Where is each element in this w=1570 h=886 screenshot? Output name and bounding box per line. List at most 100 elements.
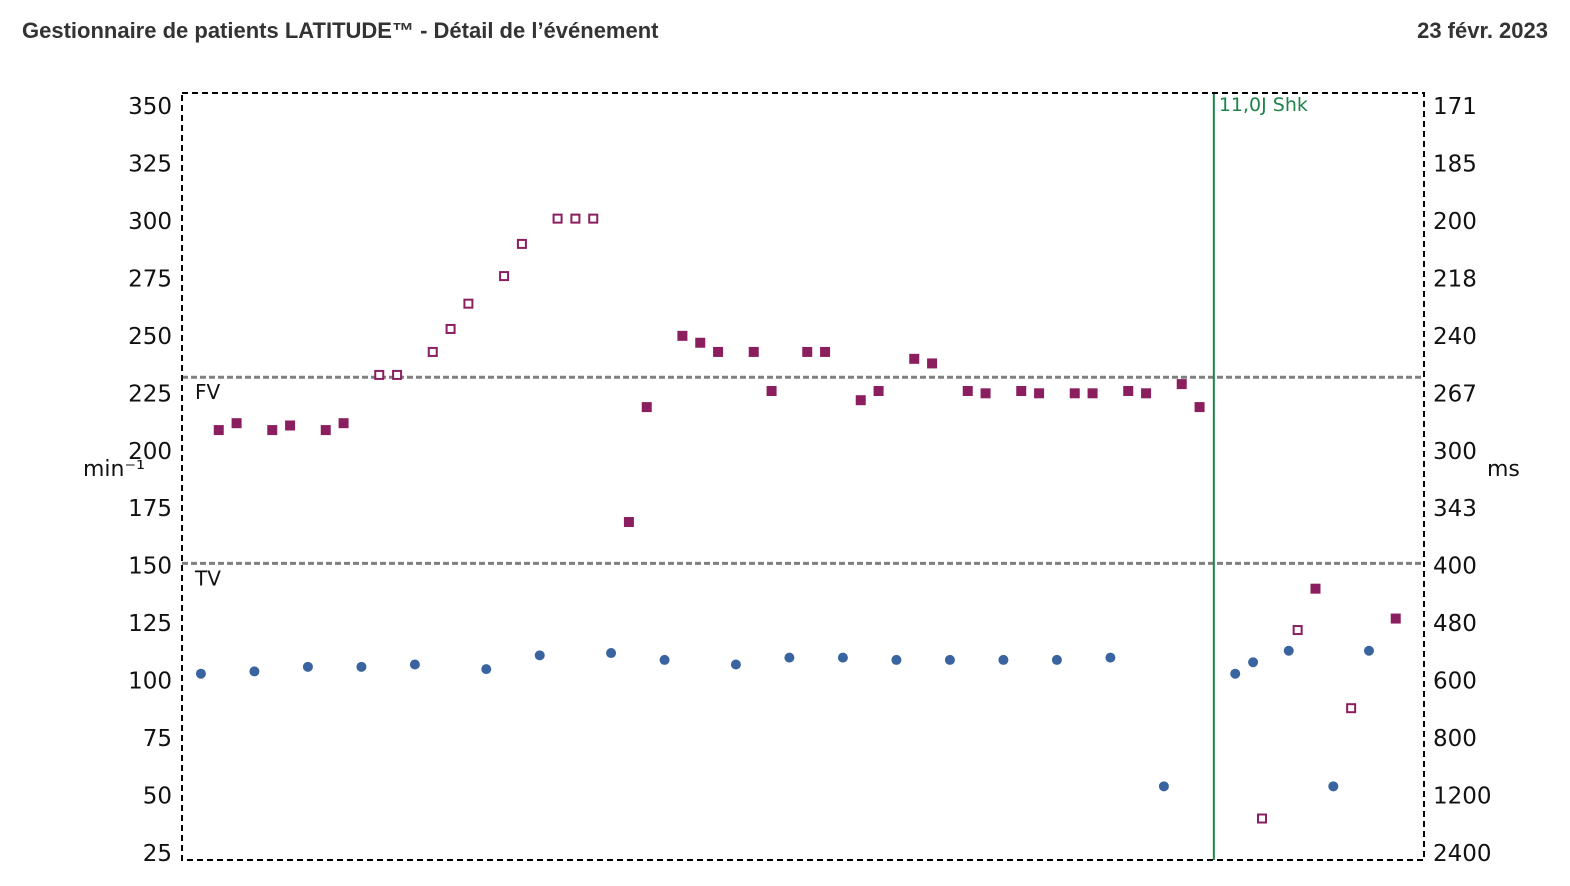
ventricular-point-hollow [552, 213, 563, 224]
right-tick-label: 218 [1433, 266, 1477, 292]
ventricular-point-hollow [392, 369, 403, 380]
atrial-point [1248, 657, 1259, 668]
left-axis: 350 325 300 275 250 225 200 175 150 125 100 75 50 25 [128, 94, 172, 867]
right-tick-label: 343 [1433, 496, 1477, 522]
atrial-point [1158, 781, 1169, 792]
left-tick-label: 25 [143, 841, 172, 867]
ventricular-point [909, 353, 920, 364]
report-date: 23 févr. 2023 [1417, 18, 1548, 43]
ventricular-point-hollow [588, 213, 599, 224]
right-tick-label: 185 [1433, 151, 1477, 177]
ventricular-point [641, 402, 652, 413]
left-tick-label: 250 [128, 324, 172, 350]
right-tick-label: 600 [1433, 669, 1477, 695]
ventricular-point [748, 346, 759, 357]
left-tick-label: 275 [128, 266, 172, 292]
ventricular-point-hollow [570, 213, 581, 224]
atrial-point [1230, 668, 1241, 679]
ventricular-point [267, 425, 278, 436]
ventricular-point [285, 420, 296, 431]
ventricular-point-hollow [1346, 703, 1357, 714]
right-tick-label: 267 [1433, 381, 1477, 407]
ventricular-point [1087, 388, 1098, 399]
ventricular-point-hollow [445, 323, 456, 334]
ventricular-point-hollow [499, 271, 510, 282]
ventricular-point [873, 386, 884, 397]
atrial-point [1328, 781, 1339, 792]
left-tick-label: 175 [128, 496, 172, 522]
atrial-point [1105, 652, 1116, 663]
ventricular-point-hollow [1292, 625, 1303, 636]
zone-label-fv: FV [195, 380, 221, 404]
left-tick-label: 300 [128, 209, 172, 235]
right-axis: 171 185 200 218 240 267 300 343 400 480 600 800 1200… [1433, 94, 1492, 867]
ventricular-point [713, 346, 724, 357]
atrial-point [891, 654, 902, 665]
ventricular-point [802, 346, 813, 357]
ventricular-point [695, 337, 706, 348]
right-tick-label: 240 [1433, 324, 1477, 350]
right-tick-label: 171 [1433, 94, 1477, 120]
atrial-point [837, 652, 848, 663]
left-tick-label: 225 [128, 381, 172, 407]
ventricular-point [213, 425, 224, 436]
threshold-lines: FV TV 11,0J Shk [182, 93, 1424, 860]
ventricular-point [677, 330, 688, 341]
ventricular-point [1176, 379, 1187, 390]
atrial-point [659, 654, 670, 665]
plot-frame [181, 92, 1425, 861]
ventricular-point [766, 386, 777, 397]
shock-marker-label: 11,0J Shk [1219, 94, 1308, 116]
right-tick-label: 1200 [1433, 784, 1492, 810]
ventricular-point [820, 346, 831, 357]
left-tick-label: 200 [128, 439, 172, 465]
right-tick-label: 200 [1433, 209, 1477, 235]
left-tick-label: 350 [128, 94, 172, 120]
ventricular-point [1194, 402, 1205, 413]
ventricular-point [980, 388, 991, 399]
right-tick-label: 2400 [1433, 841, 1492, 867]
left-tick-label: 125 [128, 611, 172, 637]
atrial-point [784, 652, 795, 663]
ventricular-point-hollow [516, 238, 527, 249]
atrial-point [409, 659, 420, 670]
ventricular-point [927, 358, 938, 369]
atrial-point [944, 654, 955, 665]
atrial-point [1051, 654, 1062, 665]
ventricular-point [1034, 388, 1045, 399]
atrial-point [1283, 645, 1294, 656]
ventricular-point [320, 425, 331, 436]
ventricular-point [855, 395, 866, 406]
atrial-point [195, 668, 206, 679]
ventricular-point [1310, 583, 1321, 594]
atrial-point [481, 664, 492, 675]
left-tick-label: 100 [128, 669, 172, 695]
report-title: Gestionnaire de patients LATITUDE™ - Dét… [22, 18, 659, 43]
ventricular-point-hollow [463, 298, 474, 309]
ventricular-point [1141, 388, 1152, 399]
right-tick-label: 800 [1433, 726, 1477, 752]
atrial-point [534, 650, 545, 661]
ventricular-point-hollow [1256, 813, 1267, 824]
left-tick-label: 75 [143, 726, 172, 752]
atrial-point [606, 648, 617, 659]
ventricular-point [338, 418, 349, 429]
right-tick-label: 480 [1433, 611, 1477, 637]
ventricular-point [1069, 388, 1080, 399]
left-axis-label: min⁻¹ [83, 457, 145, 482]
ventricular-point [1016, 386, 1027, 397]
ventricular-point [1123, 386, 1134, 397]
ventricular-point [1390, 613, 1401, 624]
left-tick-label: 50 [143, 784, 172, 810]
right-tick-label: 300 [1433, 439, 1477, 465]
ventricular-point [623, 517, 634, 528]
right-tick-label: 400 [1433, 554, 1477, 580]
zone-label-tv: TV [194, 566, 221, 590]
atrial-point [998, 654, 1009, 665]
atrial-point [730, 659, 741, 670]
ventricular-point-hollow [374, 369, 385, 380]
atrial-point [356, 661, 367, 672]
ventricular-point [962, 386, 973, 397]
right-axis-label: ms [1487, 457, 1520, 482]
